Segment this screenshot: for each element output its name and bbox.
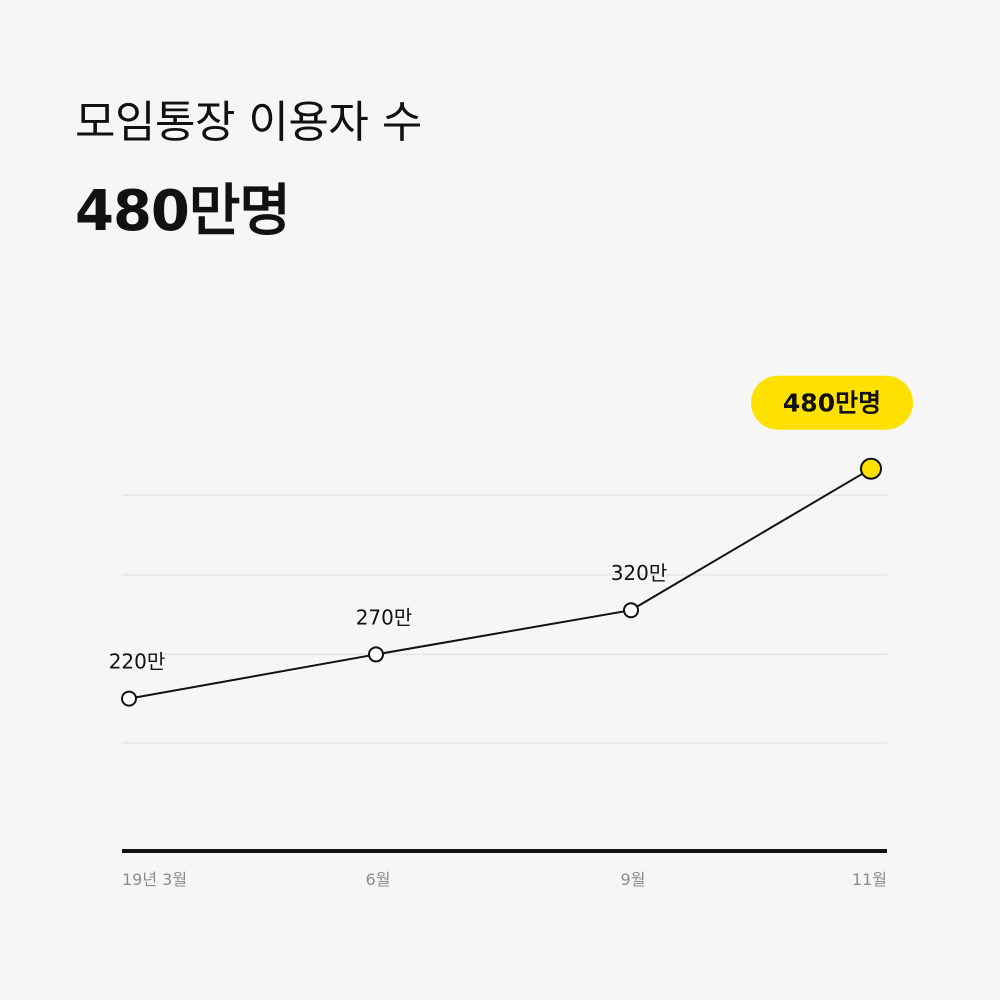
badge-background [751,375,913,430]
data-point [121,690,137,707]
x-tick-label: 9월 [621,870,646,889]
data-label: 220만 [109,650,166,674]
data-point-highlight [860,457,882,480]
headline-value: 480만명 [75,179,291,244]
x-tick-label: 6월 [366,870,391,889]
data-label: 320만 [611,561,668,585]
x-tick-label: 19년 3월 [122,870,187,889]
page-title: 모임통장 이용자 수 [75,97,422,148]
series-line [128,467,872,700]
x-tick-label: 11월 [852,870,887,889]
data-point [623,602,639,619]
data-label-badge: 480만명 [751,375,913,430]
data-label: 270만 [356,605,413,629]
data-point [368,646,384,663]
data-label: 480만명 [783,389,881,418]
